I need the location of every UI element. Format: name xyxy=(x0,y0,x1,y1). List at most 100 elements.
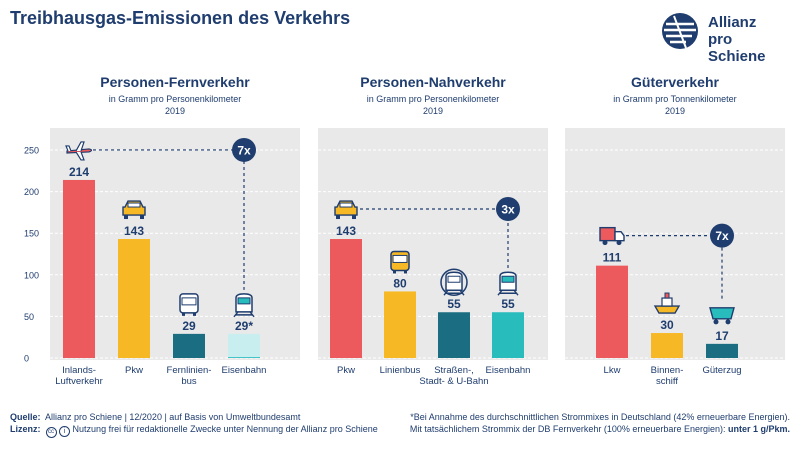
panel-year: 2019 xyxy=(423,106,443,116)
bar xyxy=(118,239,150,358)
coach-bus-icon xyxy=(179,293,199,316)
truck-cargo xyxy=(599,226,616,242)
comparison-label: 7x xyxy=(715,229,729,243)
footer-left: Quelle: Allianz pro Schiene | 12/2020 | … xyxy=(10,411,378,438)
wagon-wheel xyxy=(725,319,731,325)
car-wheel xyxy=(140,215,144,220)
category-label: bus xyxy=(181,376,197,387)
bus-window xyxy=(392,254,408,263)
bar xyxy=(173,333,205,358)
truck-cab xyxy=(614,230,625,242)
bus-window xyxy=(181,297,197,306)
train-window xyxy=(447,275,461,283)
category-label: schiff xyxy=(656,376,678,387)
train-rails xyxy=(497,289,519,296)
source-text: Allianz pro Schiene | 12/2020 | auf Basi… xyxy=(45,412,301,422)
category-label: Linienbus xyxy=(380,365,421,376)
city-bus-icon xyxy=(390,250,410,274)
category-label: Pkw xyxy=(125,365,143,376)
bar xyxy=(384,291,416,358)
data-label: 55 xyxy=(501,297,515,311)
car-window xyxy=(127,202,141,208)
data-label: 111 xyxy=(603,251,622,265)
ship-chimney xyxy=(664,292,670,299)
panel-subtitle: in Gramm pro Personenkilometer xyxy=(367,94,500,104)
y-tick-label: 100 xyxy=(24,270,39,280)
data-label: 214 xyxy=(69,165,89,179)
y-tick-label: 250 xyxy=(24,146,39,156)
comparison-badge xyxy=(710,223,734,248)
data-label: 143 xyxy=(336,224,356,238)
page-title: Treibhausgas-Emissionen des Verkehrs xyxy=(10,8,351,28)
panel-year: 2019 xyxy=(665,106,685,116)
ship-icon xyxy=(653,292,681,314)
y-tick-label: 150 xyxy=(24,229,39,239)
bar xyxy=(706,343,738,358)
category-label: Luftverkehr xyxy=(55,376,103,387)
logo: Allianz pro Schiene xyxy=(660,10,790,65)
truck-wheel xyxy=(616,240,622,246)
footer-right: *Bei Annahme des durchschnittlichen Stro… xyxy=(410,411,790,435)
logo-line-1: Allianz xyxy=(708,14,757,31)
freight-wagon-icon xyxy=(709,307,735,325)
train-icon xyxy=(497,271,519,296)
wagon-wheel xyxy=(713,319,719,325)
attribution-icon: i xyxy=(59,426,71,437)
bar xyxy=(330,239,362,358)
category-label: Fernlinien- xyxy=(167,365,212,376)
category-label: Binnen- xyxy=(651,365,684,376)
car-icon xyxy=(334,200,358,220)
category-label: Stadt- & U-Bahn xyxy=(419,376,488,387)
comparison-badge xyxy=(232,137,256,162)
comparison-badge xyxy=(496,197,520,222)
comparison-label: 7x xyxy=(237,143,251,157)
comparison-label: 3x xyxy=(501,203,515,217)
train-window xyxy=(237,297,251,305)
logo-text: Allianz pro Schiene xyxy=(708,14,790,65)
panel-year: 2019 xyxy=(165,106,185,116)
panel-title: Personen-Nahverkehr xyxy=(360,74,506,90)
bar xyxy=(492,312,524,358)
footnote-line-2-bold: unter 1 g/Pkm. xyxy=(727,424,790,434)
category-label: Pkw xyxy=(337,365,355,376)
license-label: Lizenz: xyxy=(10,424,41,434)
category-label: Eisenbahn xyxy=(486,365,531,376)
category-label: Straßen-, xyxy=(434,365,474,376)
truck-icon xyxy=(599,226,625,246)
panel-subtitle: in Gramm pro Personenkilometer xyxy=(109,94,242,104)
bus-wheel xyxy=(193,312,196,316)
car-icon xyxy=(122,200,146,220)
ship-hull xyxy=(653,305,681,314)
car-window xyxy=(339,202,353,208)
data-label: 30 xyxy=(660,318,674,332)
truck-wheel xyxy=(602,240,608,246)
wagon-body xyxy=(709,307,735,320)
car-wheel xyxy=(352,215,356,220)
airplane-wings xyxy=(65,141,85,161)
data-label: 17 xyxy=(715,329,729,343)
y-tick-label: 200 xyxy=(24,187,39,197)
train-window xyxy=(501,275,515,283)
y-tick-label: 50 xyxy=(24,312,34,322)
category-label: Inlands- xyxy=(62,365,96,376)
data-label: 80 xyxy=(393,276,407,290)
y-tick-label: 0 xyxy=(24,354,29,364)
source-label: Quelle: xyxy=(10,412,41,422)
license-text: Nutzung frei für redaktionelle Zwecke un… xyxy=(72,424,378,434)
data-label: 29* xyxy=(235,319,253,333)
cc-icon: cc xyxy=(45,427,57,438)
train-icon xyxy=(233,293,255,318)
bus-wheel xyxy=(404,270,407,274)
car-wheel xyxy=(124,215,128,220)
bus-wheel xyxy=(182,312,185,316)
ship-deck xyxy=(661,297,673,307)
bar xyxy=(651,333,683,358)
category-label: Eisenbahn xyxy=(222,365,267,376)
tram-circle xyxy=(440,268,468,296)
car-wheel xyxy=(336,215,340,220)
panel-title: Güterverkehr xyxy=(631,74,719,90)
logo-icon xyxy=(662,13,698,49)
airplane-icon xyxy=(65,141,93,161)
bar xyxy=(228,333,260,358)
